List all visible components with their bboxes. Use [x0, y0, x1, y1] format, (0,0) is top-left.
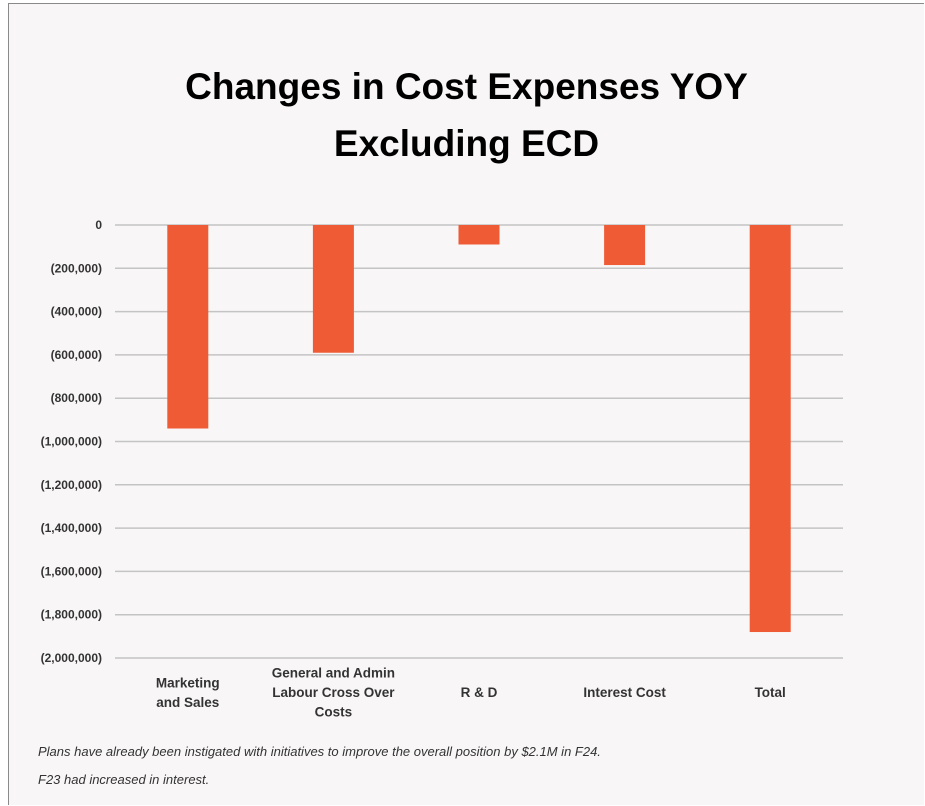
- x-category-label: General and Admin: [272, 666, 395, 681]
- chart-title-line-1: Changes in Cost Expenses YOY: [185, 66, 748, 107]
- x-category-label: Labour Cross Over: [272, 685, 395, 700]
- chart-title-line-2: Excluding ECD: [333, 123, 600, 164]
- y-tick-label: (400,000): [51, 305, 102, 319]
- y-tick-label: (1,000,000): [41, 435, 102, 449]
- y-tick-label: (1,400,000): [41, 521, 102, 535]
- bar-chart: 0 (200,000) (400,000) (600,000) (800,000) (1,…: [41, 218, 843, 720]
- x-category-label: Marketing: [156, 675, 220, 690]
- note-plans: Plans have already been instigated with …: [38, 744, 601, 759]
- bar: [312, 225, 354, 353]
- bar: [604, 225, 646, 266]
- x-category-label: Total: [755, 685, 786, 700]
- y-tick-label: (600,000): [51, 348, 102, 362]
- y-tick-label: (200,000): [51, 261, 102, 275]
- x-category-label: R & D: [461, 685, 498, 700]
- bar: [749, 225, 791, 633]
- chart-title: Changes in Cost Expenses YOY Excluding E…: [0, 58, 925, 172]
- y-axis-tick-labels: 0 (200,000) (400,000) (600,000) (800,000) (1,…: [41, 218, 103, 665]
- bars: [167, 225, 791, 633]
- bar: [458, 225, 500, 245]
- y-tick-label: (1,600,000): [41, 564, 102, 578]
- y-tick-label: (1,200,000): [41, 478, 102, 492]
- note-interest: F23 had increased in interest.: [38, 772, 210, 787]
- bar: [167, 225, 209, 429]
- y-tick-label: 0: [95, 218, 102, 232]
- x-axis-category-labels: Marketing and Sales General and Admin Labou…: [156, 666, 786, 720]
- gridlines: [115, 224, 843, 659]
- y-tick-label: (1,800,000): [41, 608, 102, 622]
- y-tick-label: (800,000): [51, 391, 102, 405]
- y-tick-label: (2,000,000): [41, 651, 102, 665]
- x-category-label: Interest Cost: [583, 685, 666, 700]
- x-category-label: Costs: [315, 705, 353, 720]
- x-category-label: and Sales: [156, 695, 219, 710]
